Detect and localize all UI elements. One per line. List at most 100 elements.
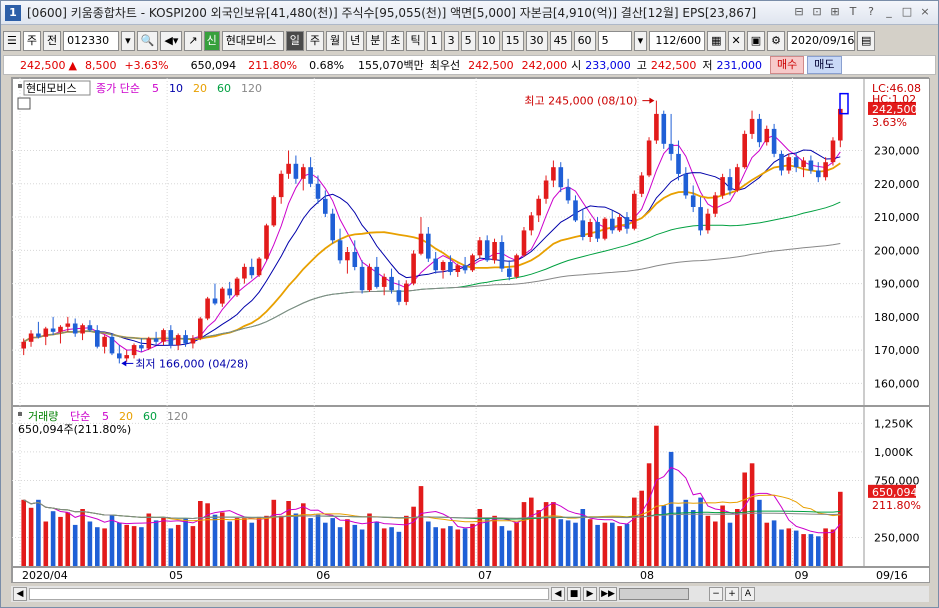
tab-daily[interactable]: 일 [285, 31, 304, 51]
scroll-stop-button[interactable]: ■ [567, 587, 581, 601]
count-input[interactable]: 112/600 [649, 31, 706, 51]
buy-button[interactable]: 매수 [770, 56, 805, 74]
stock-code-input[interactable]: 012330 [63, 31, 120, 51]
candle [323, 198, 328, 214]
volume-bar [374, 521, 380, 566]
volume-bar [646, 463, 652, 566]
quote-bar: 242,500 ▲ 8,500 +3.63% 650,094 211.80% 0… [3, 55, 936, 75]
scroll-prev-button[interactable]: ◀ [551, 587, 565, 601]
volume-bar [345, 519, 350, 566]
gear-icon[interactable]: ⚙ [767, 31, 785, 51]
tab-yearly[interactable]: 년 [346, 31, 365, 51]
volume-bar [36, 499, 41, 566]
calendar-icon[interactable]: ▤ [857, 31, 876, 51]
high-arrow-head [649, 97, 655, 104]
candle [816, 170, 821, 178]
chart-area[interactable]: 2020/04 05 06 07 08 09 09/16 230,000 220,000 210,… [11, 77, 930, 584]
interval-5[interactable]: 5 [460, 31, 476, 51]
tab-weekly[interactable]: 주 [305, 31, 324, 51]
window-title: [0600] 키움종합차트 - KOSPI200 외국인보유[41,480(천)… [27, 6, 757, 20]
volume-bar [198, 501, 203, 566]
interval-45[interactable]: 45 [549, 31, 572, 51]
volume-bar [139, 527, 144, 566]
stack-icon[interactable]: ▦ [707, 31, 726, 51]
interval-3[interactable]: 3 [443, 31, 459, 51]
low-label: 저 [702, 59, 713, 72]
auto-scale-button[interactable]: A [741, 587, 755, 601]
up-arrow-icon: ▲ [68, 58, 77, 72]
candle [153, 338, 159, 342]
volume-bar [440, 528, 446, 566]
interval-60[interactable]: 60 [573, 31, 596, 51]
volume-bar [168, 528, 174, 566]
interval-input[interactable]: 5 [597, 31, 632, 51]
volume-bar [742, 472, 747, 566]
price-axis-label: 190,000 [874, 278, 920, 291]
text-icon[interactable]: T [849, 5, 857, 18]
open-label: 시 [571, 59, 582, 72]
date-input[interactable]: 2020/09/16 [787, 31, 855, 51]
tab-minute[interactable]: 분 [366, 31, 385, 51]
grid-icon[interactable]: ⊞ [830, 5, 840, 18]
scroll-next-button[interactable]: ▶ [583, 587, 597, 601]
zoom-out-button[interactable]: − [709, 587, 723, 601]
interval-15[interactable]: 15 [501, 31, 524, 51]
scroll-left-button[interactable]: ◀ [13, 587, 27, 601]
arrow-icon[interactable]: ↗ [184, 31, 202, 51]
scroll-track[interactable] [29, 588, 549, 600]
candle [102, 336, 107, 347]
volume-bar [367, 513, 372, 566]
candle [352, 252, 358, 267]
menu-icon[interactable]: ☰ [3, 31, 21, 51]
sell-button[interactable]: 매도 [807, 56, 842, 74]
price-axis-label: 210,000 [874, 211, 920, 224]
legend-series-label: 종가 단순 [96, 82, 140, 95]
volume-bar [676, 506, 681, 566]
tab-tick[interactable]: 틱 [406, 31, 425, 51]
chevron-down-icon[interactable]: ▾ [121, 31, 135, 51]
candle [389, 276, 394, 291]
candle [190, 338, 196, 344]
chart-scrollbar[interactable]: ◀ ◀ ■ ▶ ▶▶ − + A [11, 586, 929, 602]
restore-layout-icon[interactable]: ⊡ [812, 5, 822, 18]
candle [433, 258, 438, 271]
candle [175, 335, 181, 346]
help-icon[interactable]: ? [868, 5, 874, 18]
volume-bar [462, 528, 468, 566]
search-icon[interactable]: 🔍 [136, 31, 159, 51]
lc-label: LC:46.08 [872, 82, 921, 95]
maximize-button[interactable]: □ [901, 5, 913, 18]
zoom-in-button[interactable]: + [725, 587, 739, 601]
scroll-end-button[interactable]: ▶▶ [599, 587, 617, 601]
interval-30[interactable]: 30 [525, 31, 548, 51]
save-icon[interactable]: ▣ [746, 31, 766, 51]
scroll-thumb[interactable] [619, 588, 689, 600]
chevron-down-icon[interactable]: ▾ [633, 31, 648, 51]
tab-second[interactable]: 초 [386, 31, 405, 51]
speaker-icon[interactable]: ◀▾ [160, 31, 183, 51]
volume-bar [330, 518, 335, 566]
chart-svg[interactable]: 2020/04 05 06 07 08 09 09/16 230,000 220,000 210,… [12, 78, 930, 584]
volume-legend-ma-20: 20 [119, 410, 133, 423]
period-select[interactable]: 주 [22, 31, 41, 51]
volume-axis-label: 1,000K [874, 446, 913, 459]
chart-toolbar: ☰ 주 전 012330 ▾ 🔍 ◀▾ ↗ 신 현대모비스 일 주 월 년 분 … [3, 29, 936, 53]
minimize-button[interactable]: _ [886, 5, 892, 18]
candle [367, 266, 372, 291]
prev-button[interactable]: 전 [43, 31, 62, 51]
volume-bar [50, 511, 56, 566]
candle [749, 118, 755, 134]
volume-bar [308, 518, 313, 566]
close-button[interactable]: × [920, 5, 930, 18]
interval-10[interactable]: 10 [477, 31, 500, 51]
current-price: 242,500 [20, 58, 66, 72]
layout-icon[interactable]: ⊟ [794, 5, 804, 18]
window-controls: ⊟ ⊡ ⊞ T ? _ □ × [792, 5, 932, 19]
volume-bar [117, 522, 122, 566]
tab-monthly[interactable]: 월 [325, 31, 345, 51]
best-offer-label: 최우선 [429, 59, 461, 72]
volume-bar [278, 515, 284, 566]
candle [404, 283, 409, 302]
crosshair-icon[interactable]: ✕ [727, 31, 745, 51]
interval-1[interactable]: 1 [426, 31, 442, 51]
